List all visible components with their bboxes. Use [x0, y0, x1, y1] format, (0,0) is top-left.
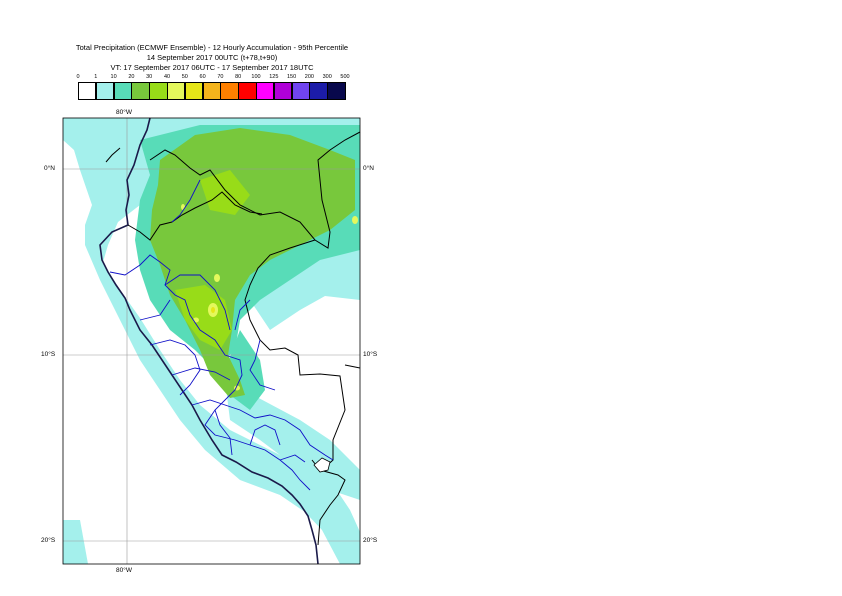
legend-label: 30	[146, 74, 153, 80]
legend-label: 40	[163, 74, 171, 80]
legend-label: 125	[269, 74, 279, 80]
legend-label: 200	[304, 74, 314, 80]
lat-label-right: 0°N	[363, 165, 374, 172]
legend-color-box	[327, 82, 346, 100]
legend-label: 10	[110, 74, 117, 80]
legend-label: 100	[251, 74, 261, 80]
legend-label: 500	[340, 74, 350, 80]
legend-label: 1	[94, 74, 98, 80]
graticule	[63, 118, 360, 564]
lat-label-left: 10°S	[41, 351, 56, 358]
lon-label-bottom: 80°W	[116, 567, 132, 574]
legend-label: 60	[199, 74, 206, 80]
map-title: Total Precipitation (ECMWF Ensemble) - 1…	[75, 43, 349, 52]
lat-label-right: 20°S	[363, 537, 378, 544]
valid-time: VT: 17 September 2017 06UTC - 17 Septemb…	[110, 63, 314, 72]
legend-label: 50	[181, 74, 188, 80]
admin-borders	[109, 179, 334, 491]
legend-label: 300	[322, 74, 332, 80]
lat-label-left: 20°S	[41, 537, 56, 544]
legend-label: 70	[217, 74, 224, 80]
legend-label: 80	[235, 74, 242, 80]
legend-label: 150	[287, 74, 297, 80]
lat-label-right: 10°S	[363, 351, 378, 358]
legend-label: 0	[76, 74, 80, 80]
coastline	[99, 117, 319, 565]
legend-label: 20	[128, 74, 135, 80]
lat-label-left: 0°N	[44, 165, 55, 172]
base-time: 14 September 2017 00UTC (t+78,t+90)	[146, 53, 278, 62]
lon-label-top: 80°W	[116, 109, 132, 116]
